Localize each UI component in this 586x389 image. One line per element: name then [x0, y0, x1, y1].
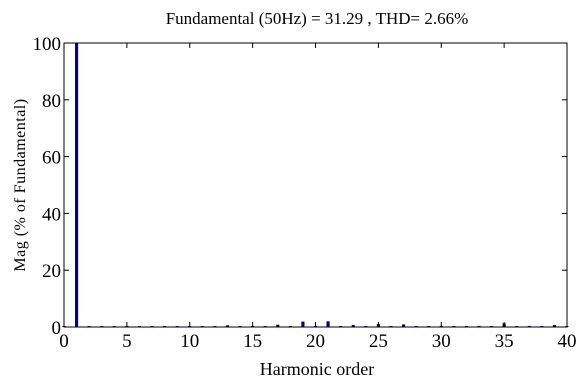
y-tick-labels: 0 20 40 60 80 100 — [33, 34, 62, 339]
bar-harmonic-21 — [326, 321, 330, 327]
bar-harmonic-1 — [75, 43, 79, 327]
bar-harmonic-23 — [351, 325, 355, 327]
x-tick-label-35: 35 — [495, 331, 514, 352]
x-tick-labels: 0 5 10 15 20 25 30 35 40 — [59, 331, 576, 352]
x-tick-label-25: 25 — [369, 331, 388, 352]
y-tick-label-80: 80 — [42, 91, 61, 112]
bar-group — [62, 43, 569, 327]
x-tick-label-30: 30 — [432, 331, 451, 352]
bar-harmonic-13 — [225, 325, 230, 327]
bar-harmonic-17 — [276, 324, 280, 327]
bar-harmonic-37 — [527, 325, 531, 327]
x-tick-label-5: 5 — [122, 331, 132, 352]
x-axis-label: Harmonic order — [260, 359, 374, 379]
x-tick-label-40: 40 — [558, 331, 577, 352]
x-tick-label-15: 15 — [243, 331, 262, 352]
x-tick-label-0: 0 — [59, 331, 69, 352]
plot-area-frame — [63, 42, 568, 328]
x-tick-label-20: 20 — [306, 331, 325, 352]
y-tick-label-40: 40 — [42, 204, 61, 225]
y-tick-label-20: 20 — [42, 261, 61, 282]
bar-harmonic-39 — [552, 325, 556, 327]
tick-marks — [63, 42, 568, 328]
bar-harmonic-33 — [477, 325, 481, 327]
y-tick-label-0: 0 — [52, 318, 62, 339]
chart-title: Fundamental (50Hz) = 31.29 , THD= 2.66% — [166, 9, 469, 28]
y-tick-label-60: 60 — [42, 148, 61, 169]
y-axis-label: Mag (% of Fundamental) — [12, 98, 29, 271]
x-tick-label-10: 10 — [180, 331, 199, 352]
bar-harmonic-27 — [401, 324, 406, 327]
y-tick-label-100: 100 — [33, 34, 62, 55]
bar-harmonic-19 — [301, 321, 305, 327]
